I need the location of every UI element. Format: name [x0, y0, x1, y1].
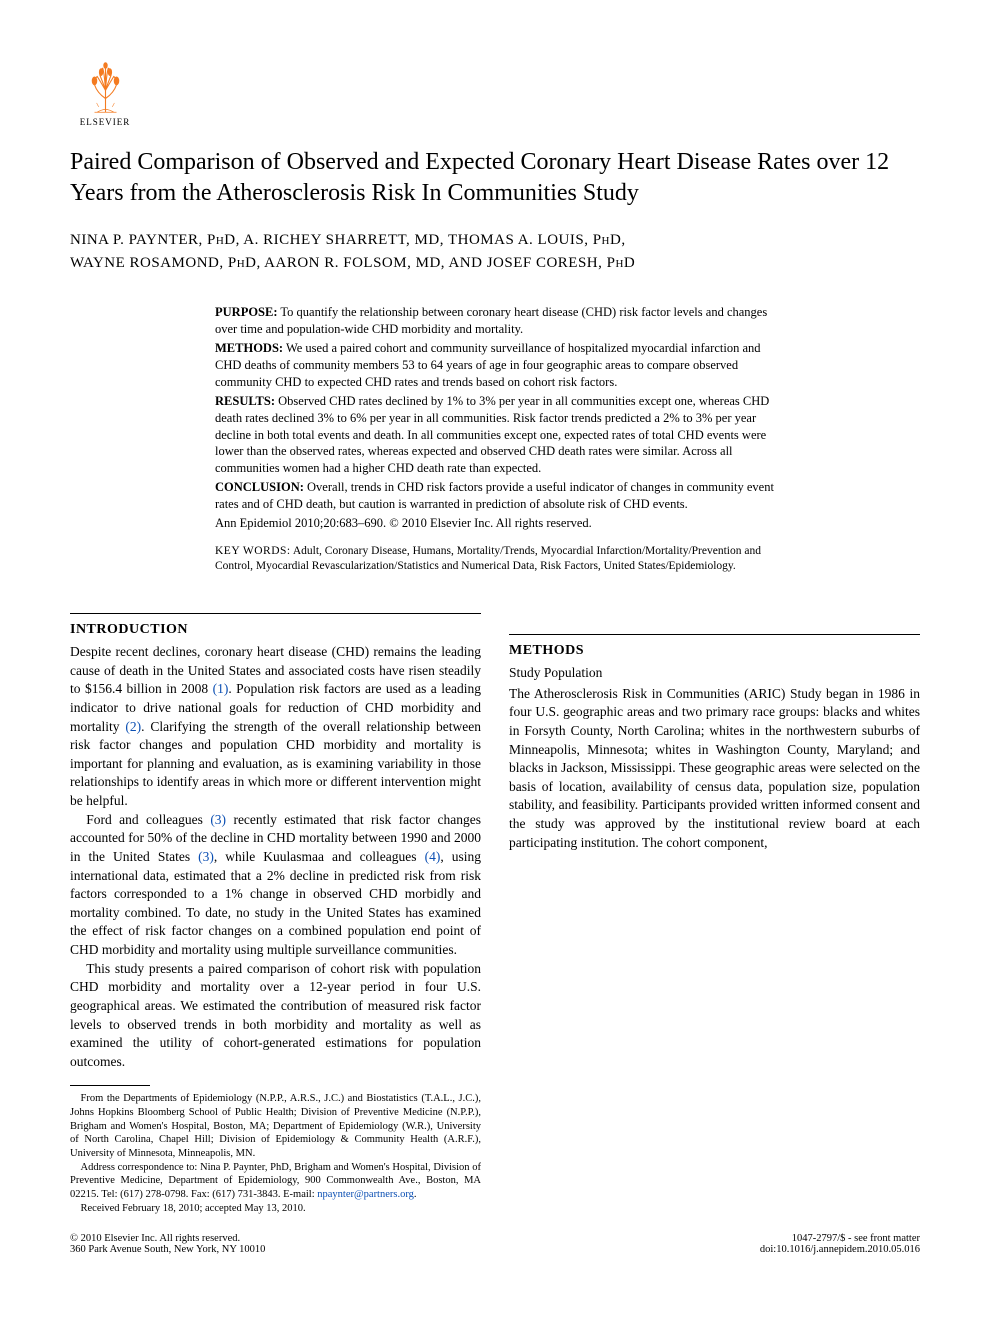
footer-doi: doi:10.1016/j.annepidem.2010.05.016	[760, 1244, 920, 1255]
abstract-conclusion-label: CONCLUSION:	[215, 480, 304, 494]
abstract-purpose-text: To quantify the relationship between cor…	[215, 305, 767, 336]
footnote-affiliation: From the Departments of Epidemiology (N.…	[70, 1092, 481, 1160]
abstract-purpose-label: PURPOSE:	[215, 305, 278, 319]
citation-ref-3a[interactable]: (3)	[210, 812, 226, 827]
page-footer: © 2010 Elsevier Inc. All rights reserved…	[70, 1233, 920, 1255]
authors-list: NINA P. PAYNTER, PhD, A. RICHEY SHARRETT…	[70, 229, 920, 274]
citation-ref-3b[interactable]: (3)	[198, 849, 214, 864]
footer-copyright: © 2010 Elsevier Inc. All rights reserved…	[70, 1233, 265, 1244]
correspondence-email-link[interactable]: npaynter@partners.org	[317, 1189, 414, 1200]
abstract-citation: Ann Epidemiol 2010;20:683–690. © 2010 El…	[215, 515, 775, 532]
keywords-text: Adult, Coronary Disease, Humans, Mortali…	[215, 545, 761, 573]
elsevier-tree-icon	[78, 60, 133, 115]
abstract-methods-label: METHODS:	[215, 341, 283, 355]
abstract-results-text: Observed CHD rates declined by 1% to 3% …	[215, 394, 769, 476]
authors-line-2: WAYNE ROSAMOND, PhD, AARON R. FOLSOM, MD…	[70, 255, 635, 271]
footnote-separator	[70, 1085, 150, 1086]
keywords-label: KEY WORDS:	[215, 545, 291, 557]
citation-ref-2[interactable]: (2)	[125, 719, 141, 734]
footnote-received: Received February 18, 2010; accepted May…	[70, 1202, 481, 1216]
citation-ref-4[interactable]: (4)	[425, 849, 441, 864]
intro-paragraph-3: This study presents a paired comparison …	[70, 960, 481, 1072]
footer-right: 1047-2797/$ - see front matter doi:10.10…	[760, 1233, 920, 1255]
footnote-correspondence: Address correspondence to: Nina P. Paynt…	[70, 1161, 481, 1202]
abstract-block: PURPOSE: To quantify the relationship be…	[215, 304, 775, 574]
intro-paragraph-1: Despite recent declines, coronary heart …	[70, 643, 481, 811]
intro-paragraph-2: Ford and colleagues (3) recently estimat…	[70, 811, 481, 960]
body-columns: INTRODUCTION Despite recent declines, co…	[70, 605, 920, 1215]
methods-paragraph-1: The Atherosclerosis Risk in Communities …	[509, 685, 920, 853]
abstract-results-label: RESULTS:	[215, 394, 275, 408]
footer-left: © 2010 Elsevier Inc. All rights reserved…	[70, 1233, 265, 1255]
article-title: Paired Comparison of Observed and Expect…	[70, 147, 920, 209]
publisher-logo-block: ELSEVIER	[70, 60, 140, 127]
publisher-name: ELSEVIER	[80, 117, 131, 127]
abstract-methods-text: We used a paired cohort and community su…	[215, 341, 761, 389]
citation-ref-1[interactable]: (1)	[213, 681, 229, 696]
footer-address: 360 Park Avenue South, New York, NY 1001…	[70, 1244, 265, 1255]
section-rule	[509, 634, 920, 635]
section-rule	[70, 613, 481, 614]
introduction-heading: INTRODUCTION	[70, 620, 481, 639]
authors-line-1: NINA P. PAYNTER, PhD, A. RICHEY SHARRETT…	[70, 232, 626, 248]
methods-heading: METHODS	[509, 641, 920, 660]
footer-issn: 1047-2797/$ - see front matter	[760, 1233, 920, 1244]
footnotes-block: From the Departments of Epidemiology (N.…	[70, 1092, 481, 1215]
study-population-heading: Study Population	[509, 664, 920, 683]
